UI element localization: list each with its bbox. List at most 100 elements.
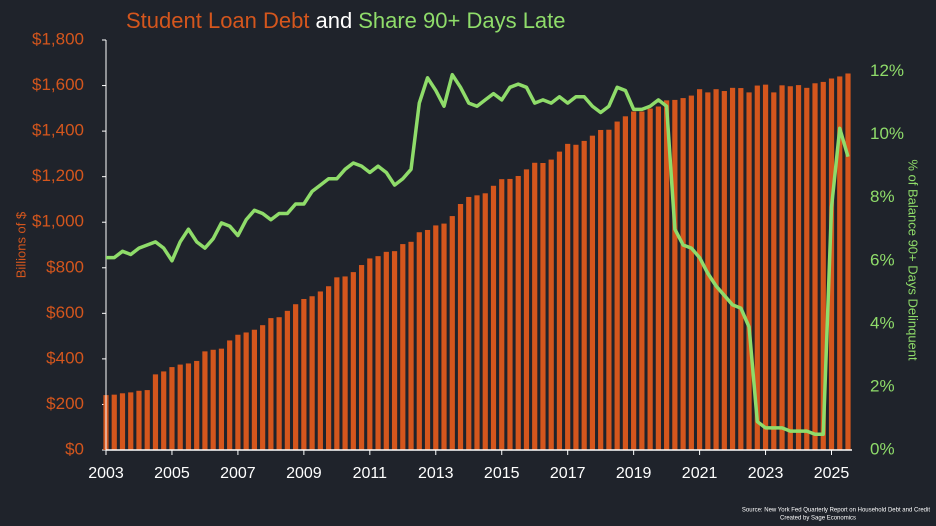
y-tick-label: $1,000 [32,212,84,231]
bar [680,98,686,450]
bar [804,87,810,450]
y-tick-label: $1,400 [32,121,84,140]
bar [309,296,315,450]
bar [845,73,851,450]
bar [400,244,406,450]
bar [119,393,126,450]
bar [556,151,563,450]
bar [507,178,513,450]
bar [581,140,587,450]
y-axis-label: Billions of $ [13,211,28,278]
bar [540,163,546,450]
bar [350,272,356,450]
x-tick-label: 2007 [220,465,256,482]
bar [589,135,596,450]
bar [284,310,290,450]
bar [276,317,282,450]
bar [828,78,835,450]
bar [664,100,670,450]
title-part: Student Loan Debt [126,8,309,33]
x-tick-label: 2005 [154,465,190,482]
y-tick-label: $1,200 [32,166,84,185]
bar [762,84,769,451]
y-tick-label: $400 [46,348,84,367]
bar [334,277,340,450]
bar [433,225,439,450]
bar [317,291,323,450]
bar [697,89,703,450]
y2-tick-label: 8% [870,187,895,206]
bar [202,351,208,450]
bar [523,169,530,450]
chart-title: Student Loan Debt and Share 90+ Days Late [126,8,566,33]
title-part: and [315,8,352,33]
bar [499,179,505,450]
y-tick-label: $800 [46,257,84,276]
bar [367,258,373,450]
y2-tick-label: 12% [870,61,904,80]
bar [111,394,117,450]
y2-axis-label: % of Balance 90+ Days Delinquent [906,159,921,361]
bar [383,251,389,450]
bar [391,251,398,450]
x-tick-label: 2025 [814,465,850,482]
bar [655,106,661,450]
bar [441,223,447,450]
bar [326,286,332,450]
bar [235,334,241,450]
bar [622,116,628,451]
x-tick-label: 2011 [353,465,388,482]
bar [144,390,150,450]
x-tick-label: 2023 [748,465,784,482]
y2-tick-label: 10% [870,124,904,143]
bar [227,340,233,450]
delinquency-line [106,72,850,436]
bar [672,99,678,451]
bar [729,87,736,450]
bar [754,85,760,451]
bar [598,129,604,450]
y-tick-label: $0 [65,439,84,458]
bar [185,363,192,450]
bar [466,196,472,450]
y-tick-label: $600 [46,303,84,322]
bar [713,89,719,450]
bar [457,204,464,450]
bar [293,304,299,450]
bar [136,390,142,450]
bar [177,364,183,450]
y2-tick-label: 4% [870,313,895,332]
bar [515,175,521,450]
bar [128,392,134,450]
bar [548,159,554,451]
bar [243,332,249,450]
x-tick-label: 2017 [550,465,586,482]
bar [565,143,571,450]
x-tick-label: 2019 [616,465,652,482]
bar [771,92,777,450]
bar [161,371,167,450]
bar [779,85,785,451]
y2-tick-label: 2% [870,376,895,395]
bar [251,329,257,450]
bar [169,367,175,450]
bar [746,92,752,450]
bar [358,265,365,450]
bar [837,76,843,450]
bar [152,374,159,450]
bar [424,229,431,450]
x-tick-label: 2003 [88,465,124,482]
bar [647,108,653,451]
bar [210,349,216,450]
credit: Created by Sage Economics [780,516,856,522]
y-tick-label: $200 [46,394,84,413]
bar [820,81,826,451]
bar [416,232,422,450]
x-tick-label: 2021 [682,465,718,482]
bar [606,129,612,450]
y2-tick-label: 0% [870,439,895,458]
bar [482,193,488,451]
bar [408,241,414,450]
y-tick-label: $1,600 [32,75,84,94]
bar [342,276,348,450]
